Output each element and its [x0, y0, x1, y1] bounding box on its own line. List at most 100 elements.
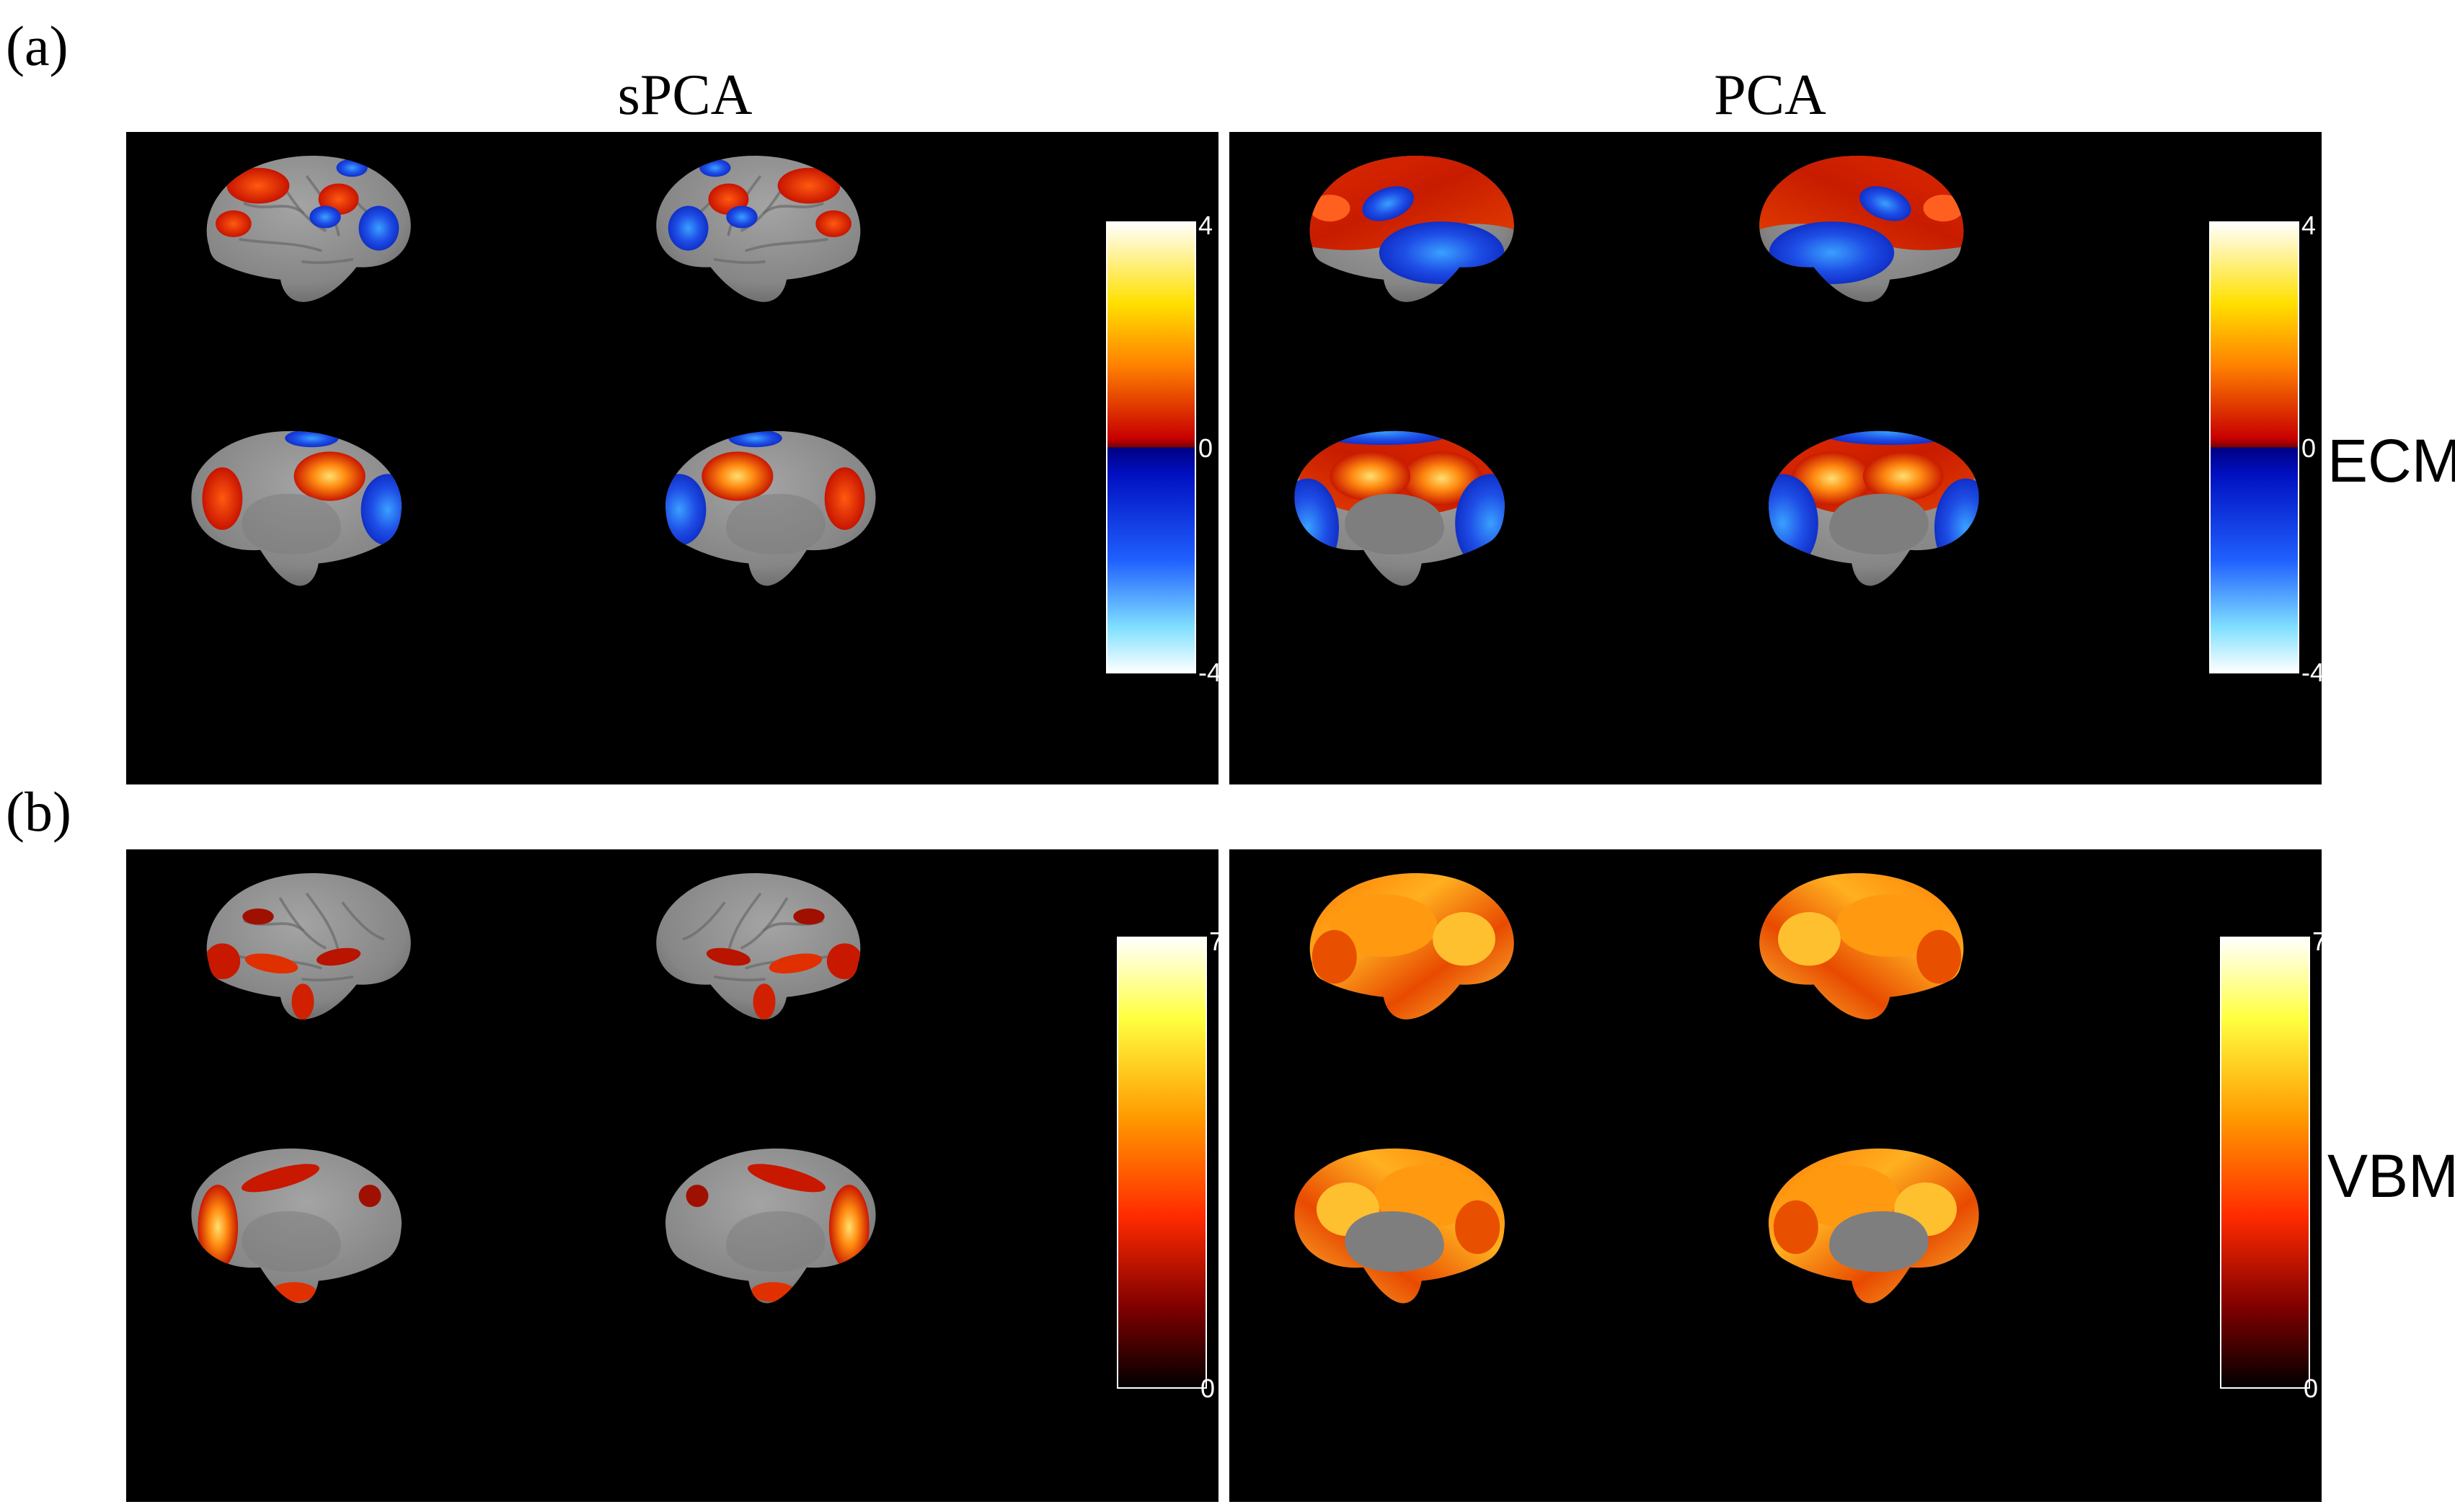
brain-view-lat-1: [656, 872, 861, 1020]
positive-cluster: [702, 451, 774, 501]
brain-view-med-2: [191, 430, 402, 586]
positive-cluster: [291, 983, 314, 1020]
activation-overlay: [216, 159, 399, 251]
positive-cluster: [1791, 451, 1872, 505]
positive-cluster: [242, 908, 274, 925]
views-b-pca: [1294, 872, 1979, 1304]
colorbar-tick-bottom: -4: [1198, 658, 1221, 687]
positive-cluster: [769, 953, 823, 974]
brain-view-lat-1: [656, 155, 861, 302]
positive-cluster: [1778, 912, 1841, 966]
measure-label-vbm: VBM: [2327, 1142, 2455, 1210]
colorbar-tick-top: 4: [1198, 211, 1213, 240]
brain-view-lat-1: [1759, 872, 1964, 1020]
positive-cluster: [317, 947, 361, 966]
positive-cluster: [293, 451, 366, 501]
colorbar-tick-mid: 0: [1198, 433, 1213, 463]
colorbar-a-pca: 4 0 -4: [2209, 211, 2324, 687]
positive-cluster: [1330, 894, 1438, 957]
colorbar-a-spca: 4 0 -4: [1106, 211, 1221, 687]
positive-cluster: [1455, 1200, 1500, 1255]
activation-overlay: [665, 430, 865, 546]
negative-cluster: [309, 205, 341, 229]
medial-wall: [1345, 1211, 1444, 1272]
negative-cluster: [726, 205, 758, 229]
positive-cluster: [244, 953, 298, 974]
colorbar-tick-bottom: 0: [2304, 1374, 2318, 1403]
positive-cluster: [198, 1185, 239, 1270]
positive-cluster: [793, 908, 825, 925]
positive-cluster: [686, 1185, 709, 1208]
activation-overlay: [1759, 872, 1964, 1020]
positive-cluster: [358, 1185, 381, 1208]
panel-label-a: (a): [6, 14, 68, 77]
negative-cluster: [668, 205, 709, 251]
negative-cluster: [358, 205, 399, 251]
brain-view-lat-0: [206, 872, 411, 1020]
positive-cluster: [1773, 1200, 1818, 1255]
positive-cluster: [815, 210, 851, 237]
positive-cluster: [753, 983, 776, 1020]
activation-overlay: [1309, 872, 1514, 1020]
positive-cluster: [1862, 451, 1944, 501]
positive-cluster: [206, 943, 241, 980]
method-title-pca: PCA: [1714, 63, 1826, 127]
positive-cluster: [828, 1185, 870, 1270]
colorbar-tick-top: 7: [2312, 927, 2327, 956]
positive-cluster: [777, 167, 841, 204]
positive-cluster: [1791, 1164, 1899, 1227]
medial-wall: [242, 1211, 341, 1272]
medial-wall: [726, 493, 826, 554]
negative-cluster: [1362, 186, 1414, 221]
colorbar-b-pca: 7 0: [2220, 927, 2327, 1403]
brain-view-lat-1: [1759, 155, 1964, 302]
positive-cluster: [202, 467, 243, 530]
positive-cluster: [1401, 451, 1482, 505]
brain-view-med-3: [665, 1148, 876, 1304]
brain-view-med-3: [1769, 1148, 1979, 1304]
activation-overlay: [706, 908, 861, 1020]
activation-overlay: [668, 159, 851, 251]
brain-view-med-2: [1294, 1148, 1505, 1304]
colorbar-tick-top: 4: [2301, 211, 2316, 240]
positive-cluster: [1916, 929, 1962, 984]
method-title-spca: sPCA: [618, 63, 753, 127]
brain-view-med-2: [191, 1148, 402, 1304]
positive-cluster: [226, 167, 290, 204]
positive-cluster: [1923, 195, 1964, 222]
colorbar-tick-top: 7: [1209, 927, 1224, 956]
brain-view-lat-0: [206, 155, 411, 302]
brain-view-lat-0: [1309, 872, 1514, 1020]
medial-wall: [726, 1211, 826, 1272]
activation-overlay: [1759, 155, 1964, 284]
positive-cluster: [1330, 451, 1411, 501]
positive-cluster: [216, 210, 252, 237]
negative-cluster: [1859, 186, 1911, 221]
colorbar-tick-bottom: 0: [1200, 1374, 1215, 1403]
negative-cluster: [1769, 474, 1818, 572]
measure-label-ecm: ECM: [2327, 427, 2455, 495]
views-a-spca: [191, 155, 876, 586]
panel-label-b: (b): [6, 780, 71, 843]
positive-cluster: [1836, 894, 1944, 957]
views-a-pca: [1294, 155, 1979, 586]
activation-overlay: [206, 908, 361, 1020]
positive-cluster: [824, 467, 865, 530]
positive-cluster: [826, 943, 861, 980]
negative-cluster: [1455, 474, 1505, 572]
positive-cluster: [706, 947, 751, 966]
medial-wall: [242, 493, 341, 554]
colorbar-b-spca: 7 0: [1117, 927, 1224, 1403]
positive-cluster: [1433, 912, 1495, 966]
positive-cluster: [747, 1164, 826, 1193]
positive-cluster: [1374, 1164, 1482, 1227]
colorbar-tick-bottom: -4: [2301, 658, 2324, 687]
colorbar-tick-mid: 0: [2301, 433, 2316, 463]
positive-cluster: [1309, 195, 1350, 222]
positive-cluster: [1311, 929, 1357, 984]
medial-wall: [1345, 493, 1444, 554]
positive-cluster: [241, 1164, 320, 1193]
activation-overlay: [198, 1164, 381, 1302]
medial-wall: [1829, 1211, 1929, 1272]
